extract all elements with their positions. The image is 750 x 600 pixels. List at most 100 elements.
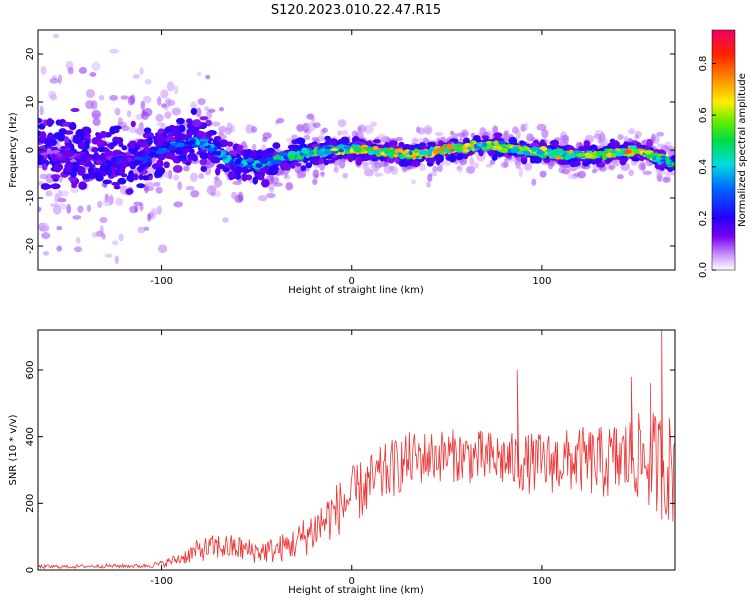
spectrogram-cell: [364, 124, 374, 134]
spectrogram-cell: [664, 170, 674, 176]
spectrogram-cell: [138, 174, 144, 181]
snr-ytick-label: 0: [25, 567, 36, 573]
spectrogram-cell: [262, 136, 268, 142]
spectrogram-cell: [38, 156, 45, 165]
spectrogram-cell: [38, 206, 42, 213]
spectrogram-cell: [265, 157, 274, 162]
spectrogram-cell: [128, 126, 137, 134]
spectrogram-cell: [288, 153, 295, 159]
spectrogram-cell: [141, 111, 150, 121]
spectrogram-cell: [485, 163, 493, 168]
spectrogram-cell: [130, 120, 136, 128]
spectrogram-cell: [252, 176, 259, 185]
spectrogram-cell: [656, 131, 665, 137]
spectrogram-cell: [112, 240, 119, 246]
spectrogram-cell: [132, 173, 139, 181]
spectrogram-cell: [44, 138, 53, 147]
spectrogram-cell: [156, 96, 162, 106]
spectrogram-cell: [154, 168, 163, 178]
spectrogram-image: [38, 33, 675, 265]
spectrogram-cell: [312, 169, 320, 179]
spectrogram-cell: [76, 155, 82, 160]
spectrogram-cell: [195, 107, 202, 118]
snr-series-line: [38, 330, 675, 570]
spectrogram-cell: [393, 153, 399, 158]
spectrogram-cell: [75, 128, 86, 138]
spectrogram-cell: [39, 222, 49, 231]
spectrogram-cell: [545, 150, 555, 157]
spectrogram-cell: [316, 150, 323, 156]
spectrogram-cell: [76, 167, 86, 176]
spectrogram-cell: [493, 132, 503, 138]
spectrogram-cell: [99, 217, 108, 224]
spectrogram-cell: [569, 160, 576, 168]
spectrogram-cell: [186, 127, 196, 136]
spectrogram-cell: [91, 232, 98, 238]
spectrogram-cell: [429, 146, 434, 151]
spectrogram-cell: [175, 149, 184, 155]
spectrogram-cell: [127, 95, 135, 106]
spectrogram-cell: [202, 153, 209, 160]
spectrogram-cell: [413, 148, 419, 153]
spectrogram-cell: [57, 189, 63, 199]
spectrogram-cell: [68, 175, 78, 182]
spectrogram-cell: [48, 150, 55, 155]
spectrogram-cell: [200, 165, 208, 172]
spectrogram-cell: [111, 156, 117, 163]
spectrogram-cell: [121, 125, 130, 132]
spectrogram-cell: [58, 203, 67, 210]
spectrogram-cell: [524, 163, 533, 171]
spectrogram-cell: [147, 181, 156, 190]
colorbar: 0.0 0.2 0.4 0.6 0.8 Normalized spectral ampl…: [698, 29, 748, 278]
spectrogram-cell: [157, 149, 167, 154]
spectrogram-cell: [596, 150, 604, 156]
spectrogram-cell: [53, 163, 62, 173]
spectrogram-cell: [157, 154, 166, 161]
spectrogram-cell: [491, 154, 498, 161]
spectrogram-cell: [196, 71, 202, 77]
spectrogram-cell: [590, 144, 598, 151]
spectrogram-xtick-label: -100: [150, 276, 173, 287]
spectrogram-cell: [84, 138, 91, 146]
snr-xtick-label: 100: [532, 576, 551, 587]
spectrogram-cell: [276, 117, 285, 124]
spectrogram-cell: [435, 149, 440, 154]
spectrogram-cell: [133, 201, 143, 207]
spectrogram-cell: [337, 119, 347, 128]
snr-xlabel: Height of straight line (km): [288, 585, 424, 596]
spectrogram-cell: [251, 143, 257, 151]
spectrogram-cell: [136, 126, 146, 137]
spectrogram-cell: [121, 145, 128, 151]
spectrogram-cell: [61, 190, 69, 197]
spectrogram-cell: [454, 145, 461, 151]
spectrogram-cell: [305, 162, 313, 169]
spectrogram-cell: [140, 100, 146, 110]
spectrogram-cell: [374, 172, 383, 177]
spectrogram-cell: [39, 131, 47, 140]
spectrogram-cell: [610, 150, 618, 154]
spectrogram-cell: [520, 146, 527, 151]
spectrogram-cell: [388, 140, 398, 147]
spectrogram-cell: [118, 166, 126, 175]
spectrogram-cell: [125, 188, 134, 195]
spectrogram-cell: [291, 134, 299, 140]
spectrogram-cell: [143, 226, 150, 231]
spectrogram-cell: [114, 255, 119, 265]
spectrogram-cell: [78, 181, 87, 190]
spectrogram-xtick-label: 0: [349, 276, 355, 287]
spectrogram-cell: [42, 251, 50, 256]
spectrogram-cell: [213, 190, 221, 198]
spectrogram-cell: [394, 148, 399, 154]
spectrogram-xtick-label: 100: [532, 276, 551, 287]
spectrogram-cell: [142, 95, 152, 104]
spectrogram-cell: [566, 145, 574, 151]
spectrogram-cell: [342, 172, 349, 179]
spectrogram-cell: [568, 149, 574, 154]
spectrogram-cell: [417, 127, 426, 135]
spectrogram-cell: [137, 157, 142, 161]
spectrogram-cell: [106, 167, 113, 176]
spectrogram-cell: [402, 144, 413, 151]
spectrogram-cell: [242, 169, 250, 174]
spectrogram-cell: [156, 159, 164, 168]
spectrogram-cell: [87, 166, 95, 175]
